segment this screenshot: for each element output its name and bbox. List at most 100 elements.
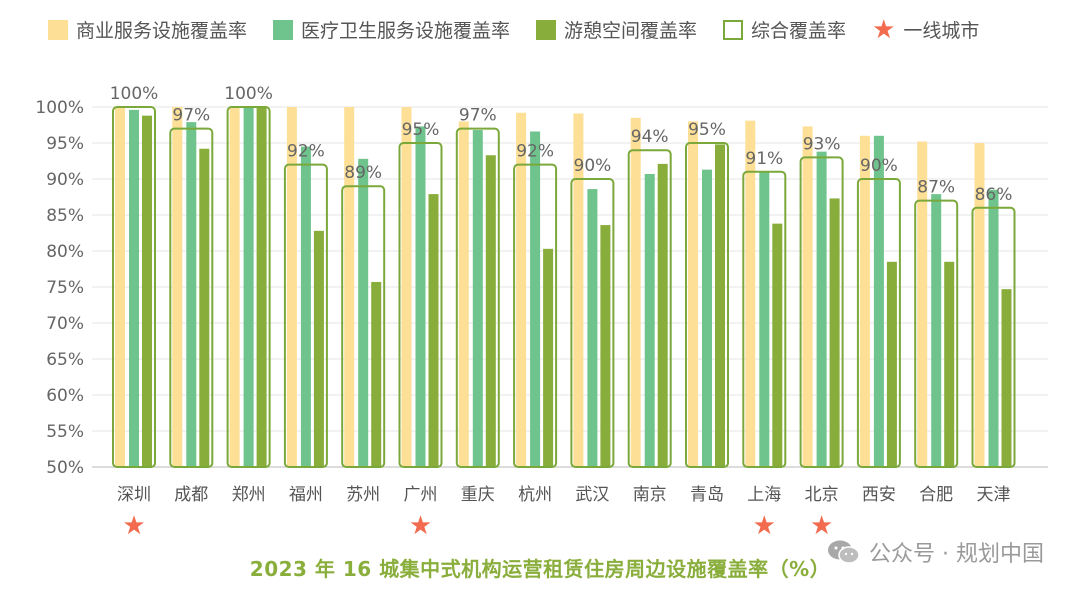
bar-leisure <box>886 261 897 467</box>
bar-commercial <box>630 117 641 468</box>
bar-commercial <box>917 141 928 467</box>
bar-medical <box>702 169 712 467</box>
bar-overall <box>799 156 844 468</box>
bar-overall <box>971 206 1016 469</box>
bar-overall <box>856 178 901 468</box>
x-tick-label: 郑州 <box>232 485 266 505</box>
x-tick-label: 广州 <box>404 485 438 505</box>
y-tick-label: 100% <box>35 98 84 118</box>
bar-medical <box>129 109 139 467</box>
x-tick-label: 武汉 <box>575 485 609 505</box>
bar-leisure <box>772 223 783 467</box>
data-label: 92% <box>516 142 554 162</box>
bar-leisure <box>715 144 725 467</box>
bar-overall <box>169 127 214 468</box>
bar-overall <box>513 163 558 468</box>
y-tick-label: 70% <box>46 314 84 334</box>
bar-commercial <box>802 126 813 467</box>
bar-medical <box>472 130 483 468</box>
legend-item-overall: 综合覆盖率 <box>723 16 846 43</box>
bar-leisure <box>829 198 840 467</box>
bar-medical <box>243 107 254 467</box>
x-tick-label: 西安 <box>862 485 896 505</box>
bar-leisure <box>142 115 152 467</box>
y-tick-label: 85% <box>46 206 84 226</box>
y-tick-label: 55% <box>46 422 84 442</box>
bar-medical <box>873 135 884 468</box>
bar-commercial <box>401 107 412 467</box>
data-label: 93% <box>803 134 841 154</box>
bar-commercial <box>974 143 985 467</box>
tier1-star-icon: ★ <box>753 511 776 541</box>
bar-commercial <box>688 121 698 468</box>
bar-leisure <box>199 148 210 467</box>
x-tick-label: 福州 <box>289 485 323 505</box>
star-icon: ★ <box>872 14 896 45</box>
bar-leisure <box>600 225 611 467</box>
y-tick-label: 75% <box>46 278 84 298</box>
y-tick-label: 90% <box>46 170 84 190</box>
data-label: 92% <box>287 142 325 162</box>
bar-medical <box>931 194 942 467</box>
bar-medical <box>759 171 770 468</box>
bar-commercial <box>516 112 527 467</box>
bar-overall <box>341 185 386 468</box>
bar-leisure <box>371 281 382 467</box>
wechat-icon <box>828 540 860 564</box>
bar-commercial <box>745 120 756 468</box>
data-label: 100% <box>110 84 159 104</box>
bar-leisure <box>944 261 955 467</box>
legend-item-medical: 医疗卫生服务设施覆盖率 <box>273 16 510 43</box>
legend-swatch-overall <box>723 19 744 40</box>
bar-overall <box>398 142 443 468</box>
data-label: 89% <box>344 163 382 183</box>
x-tick-label: 杭州 <box>518 485 552 505</box>
bar-leisure <box>543 248 554 467</box>
legend-item-leisure: 游憩空间覆盖率 <box>536 16 697 43</box>
x-tick-label: 成都 <box>174 485 208 505</box>
bar-overall <box>685 142 729 468</box>
bar-medical <box>587 189 598 467</box>
legend-label-medical: 医疗卫生服务设施覆盖率 <box>301 20 511 42</box>
data-label: 90% <box>574 156 612 176</box>
bar-overall <box>570 178 615 468</box>
legend-item-tier1: ★ 一线城市 <box>872 16 979 43</box>
x-tick-label: 深圳 <box>117 485 151 505</box>
bar-leisure <box>1001 289 1012 467</box>
bar-commercial <box>458 121 469 468</box>
tier1-star-icon: ★ <box>810 511 833 541</box>
legend-item-commercial: 商业服务设施覆盖率 <box>48 16 247 43</box>
legend-label-tier1: 一线城市 <box>903 20 980 42</box>
x-tick-label: 青岛 <box>690 485 724 505</box>
bar-medical <box>530 131 541 468</box>
data-label: 90% <box>860 156 898 176</box>
data-label: 91% <box>745 149 783 169</box>
y-tick-label: 50% <box>46 458 84 478</box>
bar-medical <box>415 126 426 467</box>
legend-label-overall: 综合覆盖率 <box>751 20 847 42</box>
data-label: 94% <box>631 127 669 147</box>
tier1-star-icon: ★ <box>122 511 145 541</box>
bar-overall <box>742 170 787 469</box>
data-label: 100% <box>224 84 273 104</box>
x-tick-label: 南京 <box>633 485 667 505</box>
legend-swatch-commercial <box>48 19 68 40</box>
bar-leisure <box>485 155 496 468</box>
x-tick-label: 苏州 <box>346 485 380 505</box>
y-tick-label: 95% <box>46 134 84 154</box>
bar-medical <box>988 189 999 468</box>
data-label: 95% <box>688 120 726 140</box>
x-tick-label: 合肥 <box>919 485 953 505</box>
x-tick-label: 北京 <box>805 485 839 505</box>
bar-medical <box>358 158 369 467</box>
legend-label-leisure: 游憩空间覆盖率 <box>564 20 698 42</box>
bar-leisure <box>657 163 668 467</box>
bar-leisure <box>256 107 267 467</box>
chart-title: 2023 年 16 城集中式机构运营租赁住房周边设施覆盖率（%） <box>249 557 831 581</box>
bar-overall <box>226 106 271 468</box>
bar-medical <box>644 173 655 467</box>
bar-medical <box>186 122 197 468</box>
bar-commercial <box>172 107 183 467</box>
bar-commercial <box>859 135 870 468</box>
bar-commercial <box>229 107 240 467</box>
